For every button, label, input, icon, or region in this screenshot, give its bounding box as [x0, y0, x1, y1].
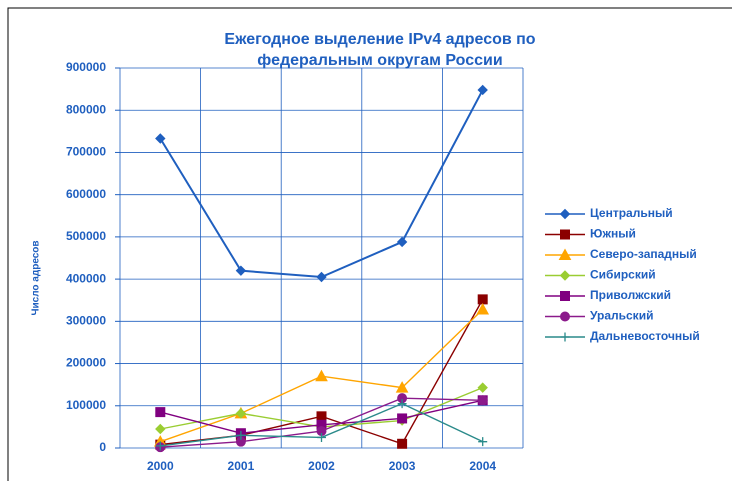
legend-label: Дальневосточный	[590, 329, 700, 343]
data-point	[235, 265, 247, 276]
legend-label: Уральский	[590, 309, 653, 323]
data-point	[478, 437, 488, 447]
legend-label: Центральный	[590, 206, 673, 220]
legend-marker	[560, 229, 570, 240]
data-point	[317, 432, 326, 442]
legend-label: Южный	[590, 227, 636, 241]
data-point	[395, 381, 409, 393]
x-tick-label: 2003	[389, 459, 416, 473]
y-tick-label: 900000	[66, 60, 106, 74]
data-point	[155, 423, 166, 435]
data-point	[236, 430, 246, 440]
y-tick-label: 700000	[66, 145, 106, 159]
legend-label: Северо-западный	[590, 247, 697, 261]
x-tick-label: 2002	[308, 459, 335, 473]
data-point	[155, 407, 166, 418]
legend-label: Приволжский	[590, 288, 671, 302]
data-point	[315, 369, 328, 382]
chart-title: Ежегодное выделение IPv4 адресов по	[224, 31, 535, 48]
data-point	[477, 395, 488, 406]
data-point	[235, 408, 247, 419]
data-point	[397, 413, 408, 424]
legend-marker	[559, 270, 571, 281]
x-tick-label: 2001	[228, 459, 255, 473]
y-tick-label: 500000	[66, 229, 106, 243]
y-tick-label: 0	[99, 440, 106, 454]
data-point	[397, 399, 407, 409]
legend-marker	[560, 311, 570, 322]
chart-title: федеральным округам России	[257, 52, 502, 69]
data-point	[477, 294, 488, 305]
data-point	[397, 438, 408, 449]
legend-label: Сибирский	[590, 268, 656, 282]
x-tick-label: 2000	[147, 459, 174, 473]
data-point	[396, 236, 408, 248]
data-point	[476, 302, 490, 315]
x-tick-label: 2004	[469, 459, 496, 473]
data-point	[155, 441, 165, 451]
legend-marker	[560, 291, 570, 301]
y-tick-label: 600000	[66, 187, 106, 201]
y-tick-label: 400000	[66, 271, 106, 285]
data-point	[316, 271, 327, 283]
data-point	[477, 84, 488, 96]
y-axis-label: Число адресов	[31, 240, 42, 315]
y-tick-label: 300000	[66, 314, 106, 328]
data-point	[155, 133, 166, 144]
legend-marker	[558, 248, 572, 260]
chart-frame	[7, 7, 732, 481]
y-tick-label: 100000	[66, 398, 106, 412]
data-point	[316, 411, 327, 422]
y-tick-label: 800000	[66, 102, 106, 116]
legend-marker	[560, 332, 570, 342]
data-point	[477, 382, 488, 393]
y-tick-label: 200000	[66, 356, 106, 370]
legend-marker	[559, 208, 571, 220]
